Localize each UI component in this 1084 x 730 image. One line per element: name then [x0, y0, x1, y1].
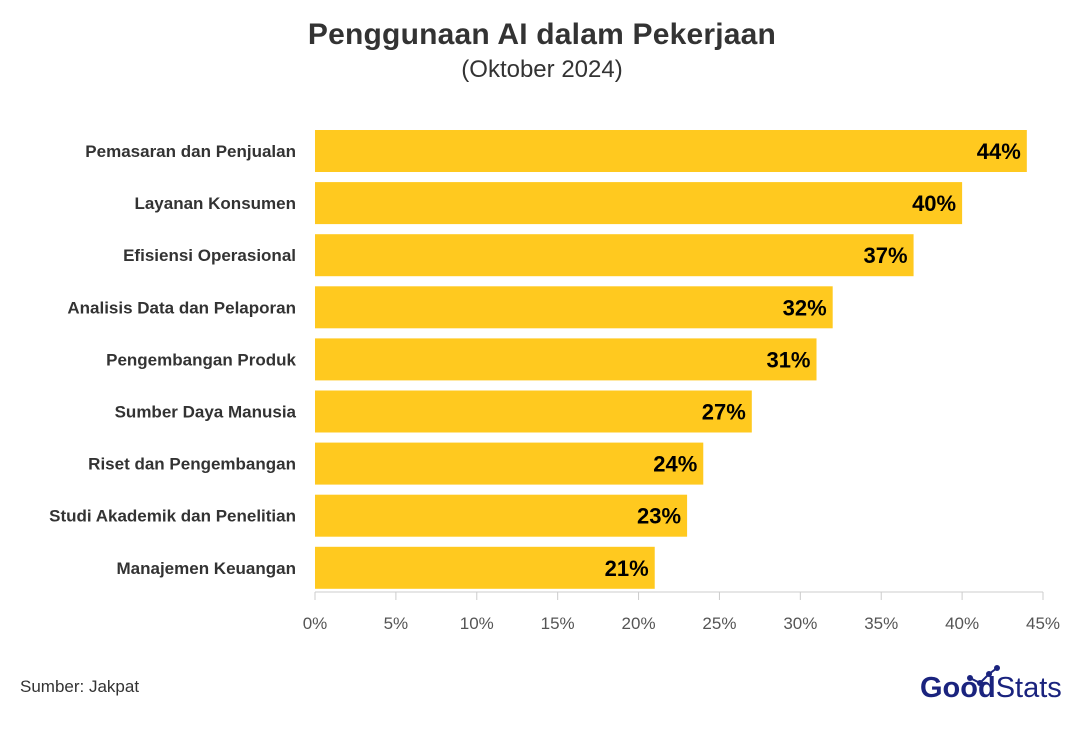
value-label: 40%: [912, 191, 956, 216]
goodstats-logo: GoodStats: [920, 664, 1070, 710]
value-label: 24%: [653, 452, 697, 477]
category-label: Sumber Daya Manusia: [115, 403, 297, 422]
value-label: 27%: [702, 400, 746, 425]
x-tick-label: 30%: [783, 614, 817, 633]
bar: [315, 546, 655, 589]
value-label: 23%: [637, 504, 681, 529]
value-label: 32%: [783, 295, 827, 320]
x-tick-label: 15%: [541, 614, 575, 633]
category-label: Efisiensi Operasional: [123, 246, 296, 265]
category-label: Manajemen Keuangan: [117, 559, 297, 578]
chart-title: Penggunaan AI dalam Pekerjaan: [307, 18, 777, 51]
category-label: Pengembangan Produk: [106, 350, 296, 369]
category-label: Layanan Konsumen: [134, 194, 296, 213]
category-label: Riset dan Pengembangan: [88, 455, 296, 474]
x-axis: 0% 5% 10% 15% 20% 25% 30% 35% 40% 45%: [303, 591, 1060, 633]
chart-subtitle: (Oktober 2024): [461, 56, 623, 83]
logo-good-text: Good: [920, 672, 996, 704]
bar: [315, 442, 704, 485]
bar: [315, 130, 1027, 172]
category-label: Pemasaran dan Penjualan: [85, 142, 296, 161]
bar: [315, 182, 963, 225]
x-tick-label: 20%: [622, 614, 656, 633]
x-tick-label: 5%: [384, 614, 409, 633]
bars-layer: Pemasaran dan Penjualan 44% Layanan Konsum…: [49, 130, 1027, 589]
value-label: 37%: [864, 243, 908, 268]
x-tick-label: 10%: [460, 614, 494, 633]
x-tick-label: 25%: [702, 614, 736, 633]
x-tick-label: 45%: [1026, 614, 1060, 633]
value-label: 44%: [977, 139, 1021, 164]
bar: [315, 494, 688, 537]
source-note: Sumber: Jakpat: [20, 677, 140, 696]
x-tick-label: 40%: [945, 614, 979, 633]
x-tick-label: 0%: [303, 614, 328, 633]
category-label: Analisis Data dan Pelaporan: [67, 298, 296, 317]
logo-graph-icon: [967, 665, 1000, 686]
category-label: Studi Akademik dan Penelitian: [49, 507, 296, 526]
value-label: 21%: [605, 556, 649, 581]
bar: [315, 338, 817, 381]
bar: [315, 286, 833, 329]
value-label: 31%: [766, 347, 810, 372]
bar: [315, 390, 752, 433]
x-tick-label: 35%: [864, 614, 898, 633]
logo-stats-text: Stats: [995, 672, 1062, 704]
bar: [315, 234, 914, 277]
